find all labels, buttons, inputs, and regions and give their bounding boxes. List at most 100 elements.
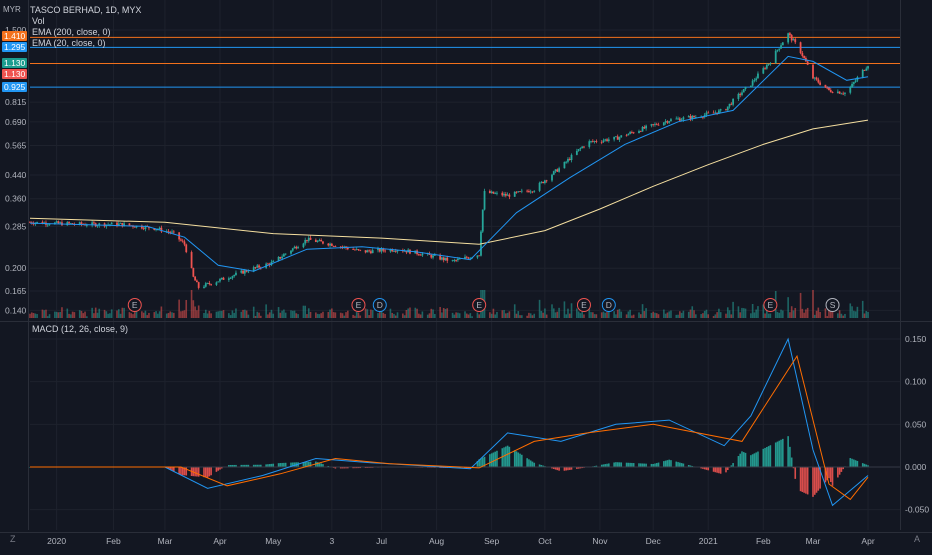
- candle-body: [662, 122, 665, 126]
- macd-hist-bar: [519, 453, 521, 467]
- macd-hist-bar: [815, 467, 818, 493]
- macd-hist-bar: [533, 462, 536, 467]
- volume-bar: [742, 308, 745, 318]
- macd-hist-bar: [483, 456, 486, 467]
- candle-body: [755, 78, 758, 81]
- macd-hist-bar: [863, 463, 866, 467]
- price-tick-label: 0.440: [5, 170, 27, 180]
- x-tick-label: Dec: [646, 536, 662, 546]
- macd-hist-bar: [663, 461, 665, 467]
- macd-hist-bar: [284, 462, 287, 467]
- macd-hist-bar: [501, 448, 504, 467]
- corner-letter-right[interactable]: A: [914, 534, 921, 544]
- corner-letter-left[interactable]: Z: [10, 534, 16, 544]
- candle-body: [751, 80, 754, 86]
- macd-hist-bar: [551, 467, 553, 469]
- macd-hist-bar: [762, 448, 765, 467]
- volume-bar: [231, 310, 234, 318]
- candle-body: [744, 87, 747, 90]
- macd-hist-bar: [565, 467, 568, 471]
- macd-hist-bar: [606, 463, 608, 467]
- event-letter: E: [356, 300, 362, 310]
- volume-bar: [180, 311, 182, 318]
- volume-bar: [503, 310, 505, 318]
- candle-body: [240, 270, 243, 273]
- macd-hist-bar: [837, 467, 839, 478]
- volume-bar: [419, 314, 422, 318]
- candle-body: [290, 250, 292, 254]
- volume-bar: [652, 311, 655, 318]
- macd-hist-bar: [861, 463, 864, 467]
- volume-bar: [158, 311, 161, 318]
- candle-body: [753, 80, 756, 81]
- candle-body: [322, 241, 324, 244]
- candle-body: [32, 223, 35, 225]
- candle-body: [36, 221, 39, 223]
- volume-bar: [402, 313, 404, 318]
- volume-bar: [687, 311, 690, 318]
- volume-bar: [29, 313, 31, 318]
- macd-hist-bar: [774, 442, 777, 467]
- candle-body: [185, 244, 188, 253]
- volume-bar: [409, 307, 411, 318]
- volume-bar: [178, 299, 180, 318]
- macd-hist-bar: [654, 463, 656, 467]
- signal-line: [30, 354, 869, 501]
- macd-hist-bar: [281, 462, 283, 467]
- candle-body: [865, 68, 868, 71]
- candle-body: [444, 257, 447, 261]
- volume-bar: [371, 310, 374, 318]
- volume-bar: [691, 306, 694, 318]
- volume-bar: [867, 311, 869, 318]
- volume-bar: [705, 309, 708, 318]
- macd-hist-bar: [645, 463, 647, 467]
- candle-body: [279, 256, 282, 259]
- candle-body: [465, 256, 468, 258]
- volume-bar: [245, 310, 248, 318]
- macd-hist-bar: [576, 467, 578, 469]
- volume-bar: [837, 313, 839, 318]
- candle-body: [787, 33, 790, 43]
- macd-hist-bar: [215, 467, 218, 472]
- volume-bar: [254, 316, 257, 318]
- volume-bar: [183, 310, 186, 318]
- macd-hist-bar: [790, 457, 793, 467]
- candle-body: [467, 257, 470, 259]
- macd-hist-bar: [615, 462, 617, 467]
- macd-hist-bar: [792, 467, 795, 469]
- ema200-label: EMA (200, close, 0): [32, 27, 111, 37]
- volume-bar: [854, 311, 857, 318]
- volume-bar: [334, 312, 337, 318]
- macd-hist-bar: [679, 462, 681, 467]
- volume-bar: [343, 315, 346, 318]
- x-tick-label: 3: [329, 536, 334, 546]
- macd-hist-bar: [302, 462, 305, 467]
- horizontal-levels: [30, 36, 900, 88]
- macd-hist-bar: [272, 463, 275, 467]
- candle-body: [806, 61, 809, 65]
- macd-hist-bar: [355, 467, 358, 469]
- macd-hist-bar: [655, 463, 658, 467]
- price-tag-1295: 1.295: [2, 42, 28, 52]
- volume-bar: [357, 312, 360, 318]
- volume-bar: [220, 310, 223, 318]
- candle-body: [625, 135, 628, 137]
- macd-hist-bar: [171, 467, 173, 471]
- volume-bar: [91, 307, 93, 318]
- volume-bar: [741, 307, 743, 318]
- candle-body: [813, 77, 816, 79]
- macd-hist-bar: [799, 467, 802, 492]
- candle-body: [494, 193, 497, 195]
- volume-bar: [66, 308, 69, 318]
- candle-body: [215, 282, 218, 285]
- candle-body: [838, 91, 841, 94]
- macd-hist-bar: [689, 465, 692, 467]
- macd-hist-bar: [819, 467, 821, 489]
- macd-hist-bar: [764, 447, 766, 467]
- candle-body: [441, 257, 443, 260]
- volume-bar: [364, 308, 367, 318]
- price-tag-1130-up: 1.130: [2, 58, 28, 68]
- volume-bar: [78, 310, 81, 318]
- event-marker: [351, 298, 366, 312]
